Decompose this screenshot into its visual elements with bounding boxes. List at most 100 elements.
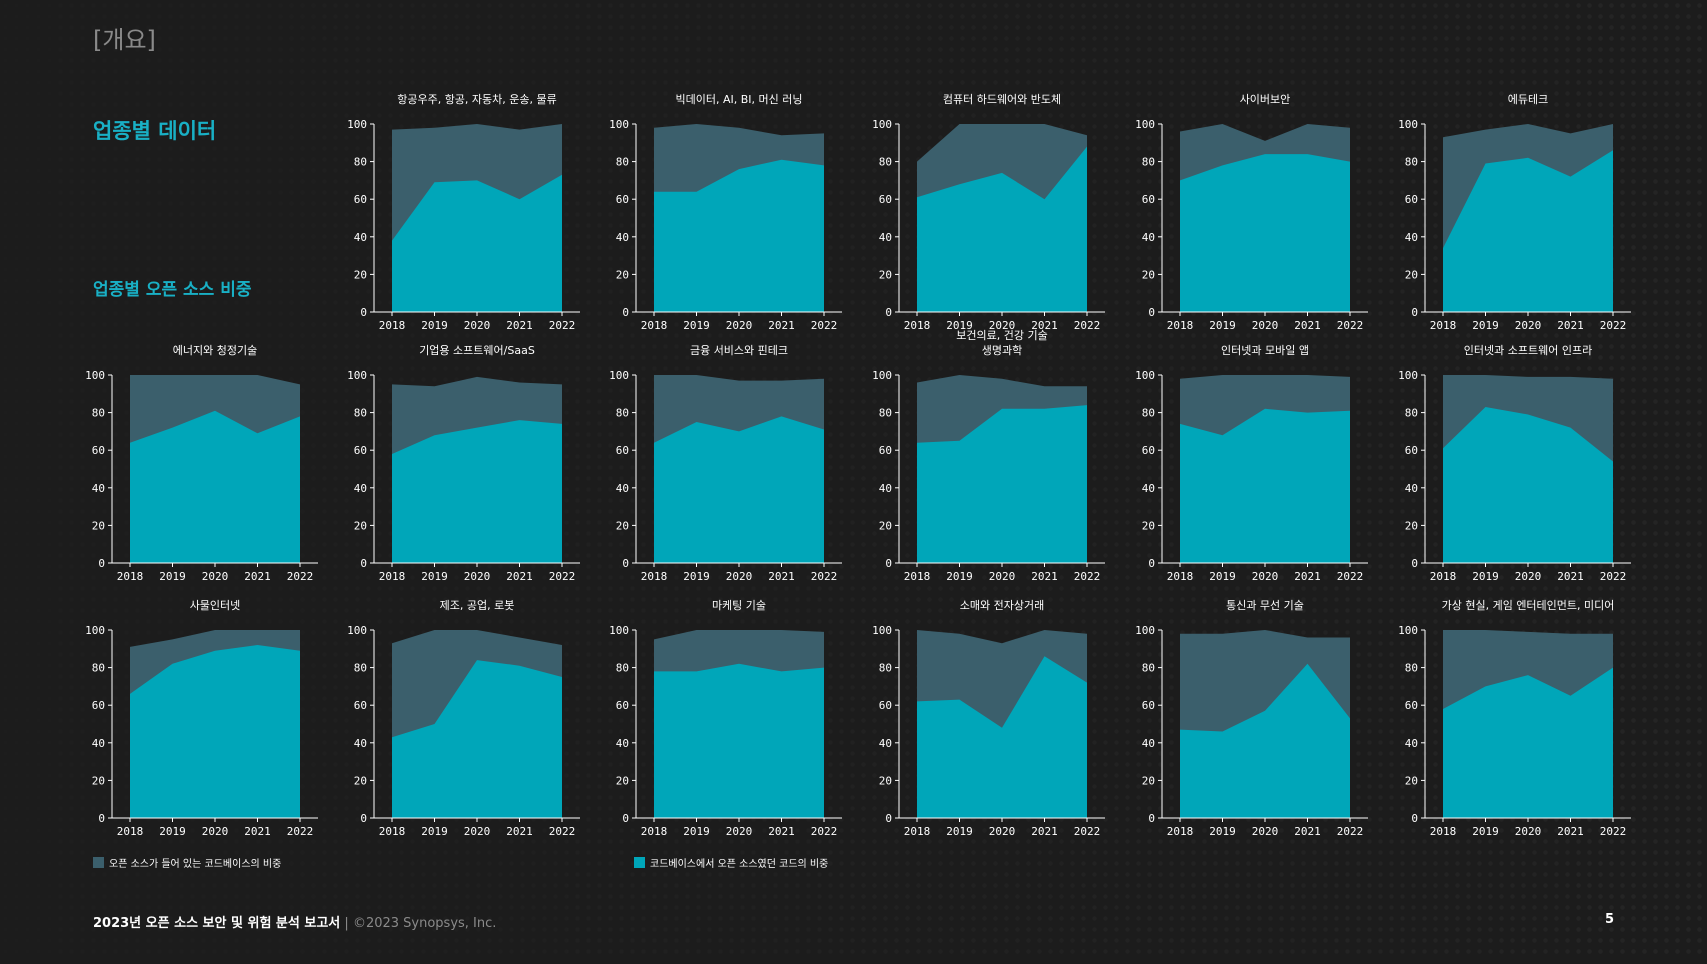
y-tick-label: 60 — [354, 699, 367, 712]
x-tick-label: 2022 — [1074, 319, 1101, 332]
chart-title: 기업용 소프트웨어/SaaS — [419, 344, 535, 357]
y-tick-label: 40 — [354, 737, 367, 750]
chart-panel: 0 20 40 60 80 100 2018 2019 2020 2021 2022 사물인터넷 — [85, 599, 318, 838]
area-code-share — [917, 405, 1087, 563]
y-tick-label: 40 — [879, 482, 892, 495]
y-tick-label: 100 — [85, 369, 105, 382]
x-tick-label: 2020 — [1515, 825, 1542, 838]
chart-panel: 0 20 40 60 80 100 2018 2019 2020 2021 2022 보건의료, 건강… — [872, 329, 1105, 583]
area-code-share — [1180, 663, 1350, 818]
x-tick-label: 2021 — [506, 570, 533, 583]
x-tick-label: 2020 — [464, 570, 491, 583]
x-tick-label: 2019 — [421, 570, 448, 583]
y-tick-label: 40 — [1405, 737, 1418, 750]
chart-title-line: 통신과 무선 기술 — [1226, 599, 1304, 612]
y-tick-label: 20 — [354, 519, 367, 532]
x-tick-label: 2019 — [159, 825, 186, 838]
x-tick-label: 2019 — [1472, 319, 1499, 332]
y-tick-label: 0 — [1411, 306, 1418, 319]
x-tick-label: 2021 — [768, 570, 795, 583]
y-tick-label: 20 — [92, 519, 105, 532]
area-code-share — [130, 645, 300, 818]
footer-report-title: 2023년 오픈 소스 보안 및 위험 분석 보고서 — [93, 916, 341, 931]
y-tick-label: 20 — [1142, 774, 1155, 787]
y-tick-label: 60 — [616, 444, 629, 457]
chart-panel: 0 20 40 60 80 100 2018 2019 2020 2021 2022 마케팅 기술 — [609, 599, 842, 838]
x-tick-label: 2019 — [1209, 825, 1236, 838]
x-tick-label: 2020 — [1252, 319, 1279, 332]
x-tick-label: 2022 — [811, 825, 838, 838]
x-tick-label: 2019 — [946, 825, 973, 838]
x-tick-label: 2021 — [506, 825, 533, 838]
y-tick-label: 20 — [616, 519, 629, 532]
y-tick-label: 100 — [347, 118, 367, 131]
chart-title-line: 마케팅 기술 — [712, 599, 766, 612]
x-tick-label: 2022 — [287, 825, 314, 838]
x-tick-label: 2018 — [379, 319, 406, 332]
y-tick-label: 60 — [1405, 444, 1418, 457]
y-tick-label: 80 — [92, 662, 105, 675]
chart-title: 컴퓨터 하드웨어와 반도체 — [943, 92, 1061, 106]
y-tick-label: 20 — [879, 519, 892, 532]
y-tick-label: 0 — [1148, 557, 1155, 570]
y-tick-label: 80 — [354, 662, 367, 675]
y-tick-label: 40 — [616, 231, 629, 244]
chart-title: 인터넷과 소프트웨어 인프라 — [1464, 344, 1592, 357]
legend-codebase-label: 오픈 소스가 들어 있는 코드베이스의 비중 — [109, 859, 282, 870]
x-tick-label: 2018 — [1167, 825, 1194, 838]
area-code-share — [1180, 154, 1350, 312]
y-tick-label: 0 — [360, 812, 367, 825]
page-number: 5 — [1604, 912, 1614, 927]
x-tick-label: 2021 — [244, 570, 271, 583]
chart-title: 가상 현실, 게임 엔터테인먼트, 미디어 — [1442, 599, 1615, 612]
y-tick-label: 40 — [1142, 231, 1155, 244]
legend-code-label: 코드베이스에서 오픈 소스였던 코드의 비중 — [650, 859, 829, 870]
x-tick-label: 2022 — [1337, 319, 1364, 332]
x-tick-label: 2022 — [811, 570, 838, 583]
x-tick-label: 2021 — [506, 319, 533, 332]
x-tick-label: 2021 — [768, 825, 795, 838]
chart-title-line: 사물인터넷 — [190, 599, 241, 612]
footer: 2023년 오픈 소스 보안 및 위험 분석 보고서 | ©2023 Synop… — [93, 912, 496, 931]
y-tick-label: 40 — [616, 482, 629, 495]
y-tick-label: 40 — [616, 737, 629, 750]
x-tick-label: 2018 — [641, 825, 668, 838]
y-tick-label: 0 — [1148, 812, 1155, 825]
y-tick-label: 100 — [347, 624, 367, 637]
y-tick-label: 80 — [616, 156, 629, 169]
legend-code: 코드베이스에서 오픈 소스였던 코드의 비중 — [634, 855, 828, 870]
x-tick-label: 2022 — [549, 319, 576, 332]
x-tick-label: 2020 — [989, 825, 1016, 838]
y-tick-label: 20 — [879, 268, 892, 281]
x-tick-label: 2020 — [989, 570, 1016, 583]
legend-codebase-swatch — [93, 857, 104, 868]
chart-panel: 0 20 40 60 80 100 2018 2019 2020 2021 2022 소매와 전자상거… — [872, 599, 1105, 838]
chart-panel: 0 20 40 60 80 100 2018 2019 2020 2021 2022 에듀테크 — [1398, 93, 1631, 332]
x-tick-label: 2021 — [1557, 570, 1584, 583]
y-tick-label: 100 — [1398, 624, 1418, 637]
y-tick-label: 60 — [1142, 444, 1155, 457]
y-tick-label: 60 — [879, 444, 892, 457]
x-tick-label: 2020 — [1252, 825, 1279, 838]
x-tick-label: 2020 — [1515, 319, 1542, 332]
y-tick-label: 40 — [1405, 482, 1418, 495]
y-tick-label: 80 — [616, 662, 629, 675]
x-tick-label: 2022 — [1600, 825, 1627, 838]
x-tick-label: 2019 — [421, 319, 448, 332]
x-tick-label: 2020 — [202, 570, 229, 583]
x-tick-label: 2022 — [811, 319, 838, 332]
chart-panel: 0 20 40 60 80 100 2018 2019 2020 2021 2022 기업용 소프트웨… — [347, 344, 580, 583]
area-code-share — [130, 410, 300, 563]
x-tick-label: 2018 — [117, 570, 144, 583]
y-tick-label: 0 — [98, 812, 105, 825]
chart-title-line: 에너지와 청정기술 — [173, 344, 257, 357]
area-code-share — [1443, 407, 1613, 563]
legend-code-swatch — [634, 857, 645, 868]
y-tick-label: 80 — [879, 662, 892, 675]
chart-title-line: 보건의료, 건강 기술 — [956, 329, 1047, 342]
x-tick-label: 2018 — [1167, 570, 1194, 583]
y-tick-label: 80 — [1142, 662, 1155, 675]
x-tick-label: 2019 — [683, 319, 710, 332]
x-tick-label: 2018 — [904, 319, 931, 332]
